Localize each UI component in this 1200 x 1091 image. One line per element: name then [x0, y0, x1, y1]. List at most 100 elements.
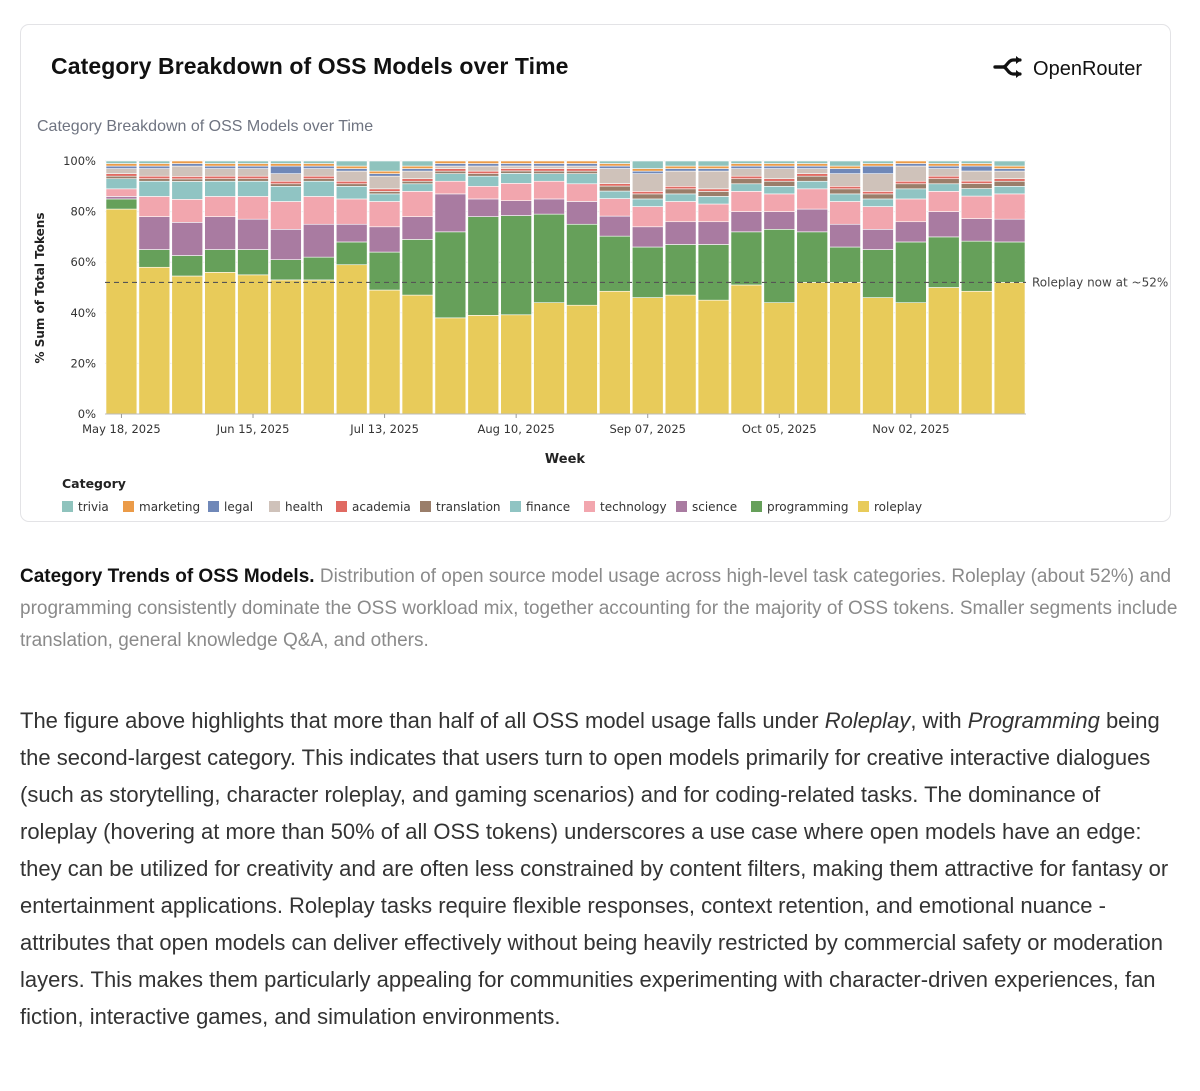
bar-segment-technology: [566, 183, 598, 202]
stacked-bar-chart: Category Breakdown of OSS Models over Ti…: [33, 118, 1168, 514]
bar-segment-translation: [862, 193, 894, 200]
legend-label-science: science: [692, 500, 737, 514]
bar-segment-programming: [204, 249, 236, 273]
bar-segment-programming: [434, 231, 467, 319]
bar-segment-health: [171, 165, 203, 177]
bar-segment-legal: [204, 165, 236, 169]
x-axis: May 18, 2025 Jun 15, 2025 Jul 13, 2025 Aug …: [82, 413, 1026, 436]
bar-segment-translation: [335, 183, 368, 187]
x-tick-label: Jul 13, 2025: [349, 422, 419, 436]
bar-segment-academia: [270, 180, 302, 185]
bar-segment-translation: [895, 183, 927, 190]
bar-segment-finance: [368, 193, 401, 202]
bar-segment-science: [303, 223, 335, 258]
bar-segment-marketing: [730, 163, 763, 167]
bar-segment-finance: [401, 183, 434, 192]
bars: [105, 160, 1026, 415]
bar-segment-science: [171, 222, 203, 256]
bar-segment-technology: [993, 193, 1026, 220]
bar-segment-legal: [763, 165, 796, 169]
bar-segment-programming: [401, 239, 434, 296]
bar-segment-translation: [796, 175, 828, 182]
bar-segment-technology: [138, 196, 171, 217]
bar-segment-academia: [171, 176, 203, 180]
bar-segment-health: [993, 170, 1026, 180]
legend-label-trivia: trivia: [78, 500, 109, 514]
legend-swatch-academia: [336, 501, 347, 512]
bar-segment-finance: [928, 183, 960, 192]
legend-swatch-translation: [420, 501, 431, 512]
bar-segment-marketing: [467, 160, 500, 164]
bar-segment-finance: [467, 175, 500, 187]
bar-segment-programming: [960, 240, 993, 292]
bar-segment-legal: [368, 173, 401, 177]
bar-segment-finance: [335, 186, 368, 200]
legend-label-health: health: [285, 500, 323, 514]
bar-segment-marketing: [763, 163, 796, 167]
bar-segment-health: [138, 168, 171, 177]
brand[interactable]: OpenRouter: [993, 55, 1142, 83]
bar-segment-finance: [664, 193, 697, 202]
bar-segment-technology: [401, 191, 434, 217]
bar-segment-marketing: [237, 163, 269, 167]
bar-segment-marketing: [368, 170, 401, 174]
bar-segment-legal: [500, 163, 532, 167]
bar-segment-marketing: [335, 165, 368, 169]
bar-segment-translation: [928, 178, 960, 185]
bar-segment-technology: [171, 199, 203, 223]
bar-segment-science: [500, 200, 532, 216]
card-title: Category Breakdown of OSS Models over Ti…: [51, 53, 569, 79]
bar-segment-legal: [533, 163, 565, 167]
bar-segment-trivia: [599, 160, 631, 164]
bar-segment-programming: [862, 249, 894, 298]
bar-segment-marketing: [631, 168, 664, 172]
chart-title: Category Breakdown of OSS Models over Ti…: [37, 118, 373, 135]
bar-segment-technology: [237, 196, 269, 220]
bar-segment-legal: [697, 168, 730, 172]
bar-segment-legal: [171, 163, 203, 167]
bar-segment-finance: [895, 188, 927, 200]
bar-segment-science: [467, 198, 500, 217]
bar-segment-programming: [467, 216, 500, 316]
bar-segment-trivia: [270, 160, 302, 164]
bar-segment-legal: [631, 170, 664, 174]
bar-segment-academia: [631, 191, 664, 195]
bar-segment-technology: [631, 206, 664, 228]
bar-segment-roleplay: [730, 284, 763, 415]
legend-swatch-roleplay: [858, 501, 869, 512]
bar-segment-science: [763, 211, 796, 230]
bar-segment-programming: [697, 244, 730, 301]
bar-segment-programming: [928, 236, 960, 288]
bar-segment-programming: [335, 241, 368, 266]
legend-swatch-marketing: [123, 501, 134, 512]
bar-segment-health: [829, 173, 861, 187]
bar-segment-academia: [434, 168, 467, 172]
bar-segment-health: [730, 168, 763, 177]
bar-segment-legal: [270, 165, 302, 174]
bar-segment-technology: [960, 195, 993, 219]
bar-segment-translation: [270, 183, 302, 187]
bar-segment-programming: [829, 246, 861, 283]
legend-label-technology: technology: [600, 500, 667, 514]
bar-segment-academia: [335, 180, 368, 185]
bar-segment-translation: [664, 188, 697, 195]
legend-swatch-legal: [208, 501, 219, 512]
bar-segment-marketing: [303, 163, 335, 167]
bar-segment-marketing: [993, 165, 1026, 169]
bar-segment-technology: [467, 186, 500, 200]
bar-segment-trivia: [335, 160, 368, 167]
y-tick-label: 40%: [70, 306, 96, 320]
bar-segment-technology: [270, 201, 302, 230]
bar-segment-roleplay: [105, 208, 138, 415]
bar-segment-finance: [862, 198, 894, 207]
bar-segment-technology: [533, 180, 565, 200]
bar-segment-marketing: [599, 163, 631, 167]
bar-segment-roleplay: [993, 282, 1026, 415]
bar-segment-technology: [434, 180, 467, 195]
caption-title: Category Trends of OSS Models.: [20, 566, 315, 587]
bar-segment-finance: [303, 180, 335, 197]
bar-segment-marketing: [171, 160, 203, 164]
bar-segment-academia: [960, 180, 993, 184]
bar-segment-programming: [730, 231, 763, 286]
bar-segment-finance: [204, 180, 236, 197]
